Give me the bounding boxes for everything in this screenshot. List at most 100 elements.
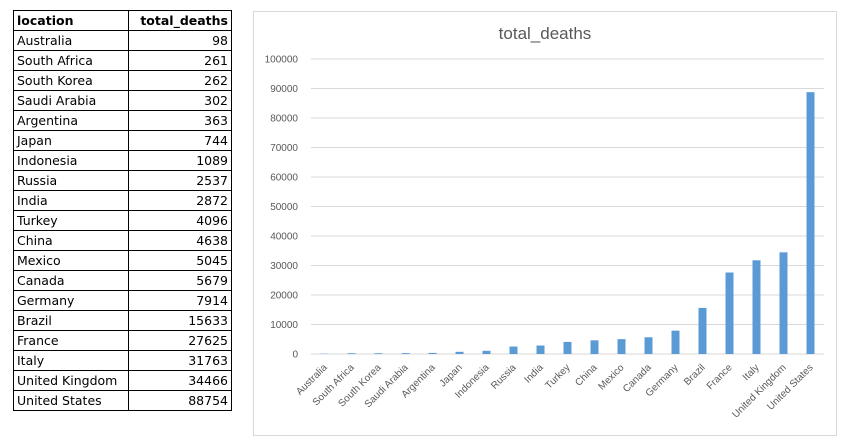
cell-total-deaths[interactable]: 15633: [128, 310, 232, 331]
bar: [536, 345, 545, 354]
bar: [401, 353, 410, 354]
cell-total-deaths[interactable]: 88754: [128, 390, 232, 411]
y-tick-label: 60000: [270, 173, 298, 184]
cell-total-deaths[interactable]: 262: [128, 70, 232, 91]
cell-location[interactable]: Saudi Arabia: [13, 90, 129, 111]
table-row: South Korea 262: [13, 70, 232, 91]
bar: [617, 339, 626, 354]
cell-total-deaths[interactable]: 2872: [128, 190, 232, 211]
table-row: Saudi Arabia 302: [13, 90, 232, 111]
x-category-label: Italy: [741, 362, 762, 383]
cell-total-deaths[interactable]: 744: [128, 130, 232, 151]
y-tick-label: 90000: [270, 84, 298, 95]
bar: [455, 351, 464, 354]
cell-location[interactable]: Russia: [13, 170, 129, 191]
cell-location[interactable]: China: [13, 230, 129, 251]
x-category-label: Russia: [489, 362, 519, 392]
cell-total-deaths[interactable]: 2537: [128, 170, 232, 191]
cell-total-deaths[interactable]: 34466: [128, 370, 232, 391]
y-tick-label: 80000: [270, 114, 298, 125]
y-tick-label: 30000: [270, 261, 298, 272]
bar: [725, 272, 734, 354]
cell-location[interactable]: Australia: [13, 30, 129, 51]
y-tick-label: 70000: [270, 143, 298, 154]
column-header-total-deaths[interactable]: total_deaths: [128, 10, 232, 31]
table-row: United Kingdom 34466: [13, 370, 232, 391]
cell-total-deaths[interactable]: 5679: [128, 270, 232, 291]
cell-location[interactable]: South Korea: [13, 70, 129, 91]
cell-total-deaths[interactable]: 1089: [128, 150, 232, 171]
table-row: Canada 5679: [13, 270, 232, 291]
bar: [671, 330, 680, 354]
table-row: Germany 7914: [13, 290, 232, 311]
cell-location[interactable]: United States: [13, 390, 129, 411]
cell-total-deaths[interactable]: 4638: [128, 230, 232, 251]
cell-location[interactable]: Brazil: [13, 310, 129, 331]
table-row: Mexico 5045: [13, 250, 232, 271]
cell-total-deaths[interactable]: 261: [128, 50, 232, 71]
bar: [806, 92, 815, 355]
bar: [752, 260, 761, 354]
cell-location[interactable]: Argentina: [13, 110, 129, 131]
y-tick-label: 100000: [265, 55, 299, 66]
bar-chart: 0 10000 20000 30000 40000 50000 60000 70000 8000…: [265, 55, 824, 420]
x-category-label: Brazil: [682, 362, 707, 387]
bar: [563, 341, 572, 354]
cell-total-deaths[interactable]: 363: [128, 110, 232, 131]
table-row: Japan 744: [13, 130, 232, 151]
y-tick-label: 40000: [270, 232, 298, 243]
table-row: Italy 31763: [13, 350, 232, 371]
bar: [698, 307, 707, 354]
cell-total-deaths[interactable]: 5045: [128, 250, 232, 271]
table-row: Turkey 4096: [13, 210, 232, 231]
y-tick-label: 10000: [270, 320, 298, 331]
cell-location[interactable]: South Africa: [13, 50, 129, 71]
bar: [590, 340, 599, 354]
table-row: Russia 2537: [13, 170, 232, 191]
cell-location[interactable]: Indonesia: [13, 150, 129, 171]
cell-location[interactable]: Turkey: [13, 210, 129, 231]
cell-total-deaths[interactable]: 31763: [128, 350, 232, 371]
y-tick-label: 50000: [270, 202, 298, 213]
table-row: France 27625: [13, 330, 232, 351]
table-header-row: location total_deaths: [13, 10, 232, 31]
chart-area[interactable]: total_deaths 0 10000 20000 30000 40000 50000 6…: [253, 11, 837, 436]
table-row: Argentina 363: [13, 110, 232, 131]
x-category-label: Turkey: [543, 362, 572, 391]
table-row: Indonesia 1089: [13, 150, 232, 171]
cell-total-deaths[interactable]: 7914: [128, 290, 232, 311]
x-category-label: India: [523, 362, 546, 385]
cell-total-deaths[interactable]: 27625: [128, 330, 232, 351]
cell-location[interactable]: France: [13, 330, 129, 351]
bar: [374, 353, 383, 354]
data-table: location total_deaths Australia 98 South A…: [13, 10, 232, 411]
cell-location[interactable]: Italy: [13, 350, 129, 371]
bar: [482, 350, 491, 354]
cell-total-deaths[interactable]: 302: [128, 90, 232, 111]
column-header-location[interactable]: location: [13, 10, 129, 31]
bar: [779, 252, 788, 354]
cell-location[interactable]: United Kingdom: [13, 370, 129, 391]
table-row: Brazil 15633: [13, 310, 232, 331]
bar: [347, 353, 356, 354]
table-body: Australia 98 South Africa 261 South Korea 262…: [13, 30, 232, 411]
cell-total-deaths[interactable]: 98: [128, 30, 232, 51]
table-row: Australia 98: [13, 30, 232, 51]
bar: [428, 352, 437, 354]
y-tick-label: 0: [292, 350, 298, 361]
cell-location[interactable]: Japan: [13, 130, 129, 151]
table-row: India 2872: [13, 190, 232, 211]
table-row: China 4638: [13, 230, 232, 251]
cell-location[interactable]: Mexico: [13, 250, 129, 271]
cell-location[interactable]: Germany: [13, 290, 129, 311]
chart-title: total_deaths: [498, 24, 592, 43]
table-row: United States 88754: [13, 390, 232, 411]
bar: [509, 346, 518, 354]
y-tick-label: 20000: [270, 291, 298, 302]
bar: [644, 337, 653, 354]
cell-total-deaths[interactable]: 4096: [128, 210, 232, 231]
cell-location[interactable]: Canada: [13, 270, 129, 291]
x-category-label: France: [705, 362, 735, 392]
cell-location[interactable]: India: [13, 190, 129, 211]
table-row: South Africa 261: [13, 50, 232, 71]
